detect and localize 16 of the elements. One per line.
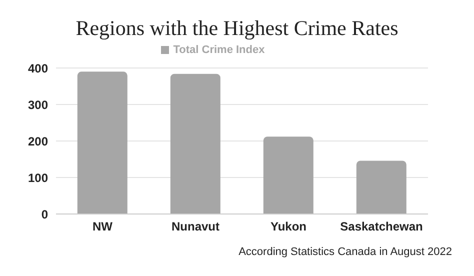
x-tick-label: Nunavut [172, 220, 220, 234]
bar [77, 72, 128, 214]
y-tick-label: 200 [28, 134, 48, 148]
bar [263, 136, 314, 214]
y-tick-label: 100 [28, 170, 48, 185]
chart-title: Regions with the Highest Crime Rates [74, 16, 400, 41]
y-tick-label: 0 [41, 207, 48, 222]
x-tick-label: NW [92, 220, 114, 234]
x-tick-label: Yukon [270, 220, 307, 234]
bar [356, 160, 406, 214]
x-tick-label: Saskatchewan [340, 220, 423, 234]
text: According Statistics Canada in August 2022 [238, 246, 452, 258]
bar [170, 74, 220, 214]
y-tick-label: 400 [28, 61, 48, 76]
legend-label: Total Crime Index [173, 44, 265, 56]
y-tick-label: 300 [28, 98, 48, 112]
